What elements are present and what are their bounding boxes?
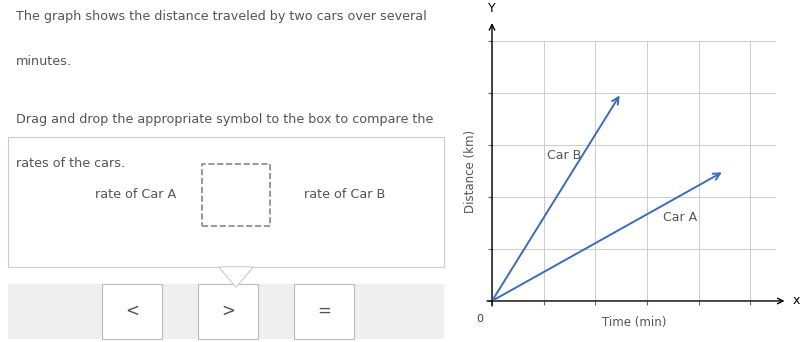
Text: =: = [317, 302, 331, 320]
Y-axis label: Distance (km): Distance (km) [465, 129, 478, 213]
Text: 0: 0 [476, 314, 483, 324]
Text: x: x [793, 294, 800, 307]
Text: rates of the cars.: rates of the cars. [16, 157, 125, 170]
X-axis label: Time (min): Time (min) [602, 316, 666, 329]
Text: Drag and drop the appropriate symbol to the box to compare the: Drag and drop the appropriate symbol to … [16, 113, 434, 126]
Text: Car B: Car B [547, 149, 582, 162]
Text: Car A: Car A [663, 211, 698, 224]
Text: <: < [125, 302, 139, 320]
Text: rate of Car B: rate of Car B [304, 188, 386, 201]
Text: The graph shows the distance traveled by two cars over several: The graph shows the distance traveled by… [16, 10, 426, 23]
Text: minutes.: minutes. [16, 55, 72, 68]
Text: rate of Car A: rate of Car A [94, 188, 176, 201]
Text: Y: Y [488, 2, 496, 15]
Text: >: > [221, 302, 235, 320]
